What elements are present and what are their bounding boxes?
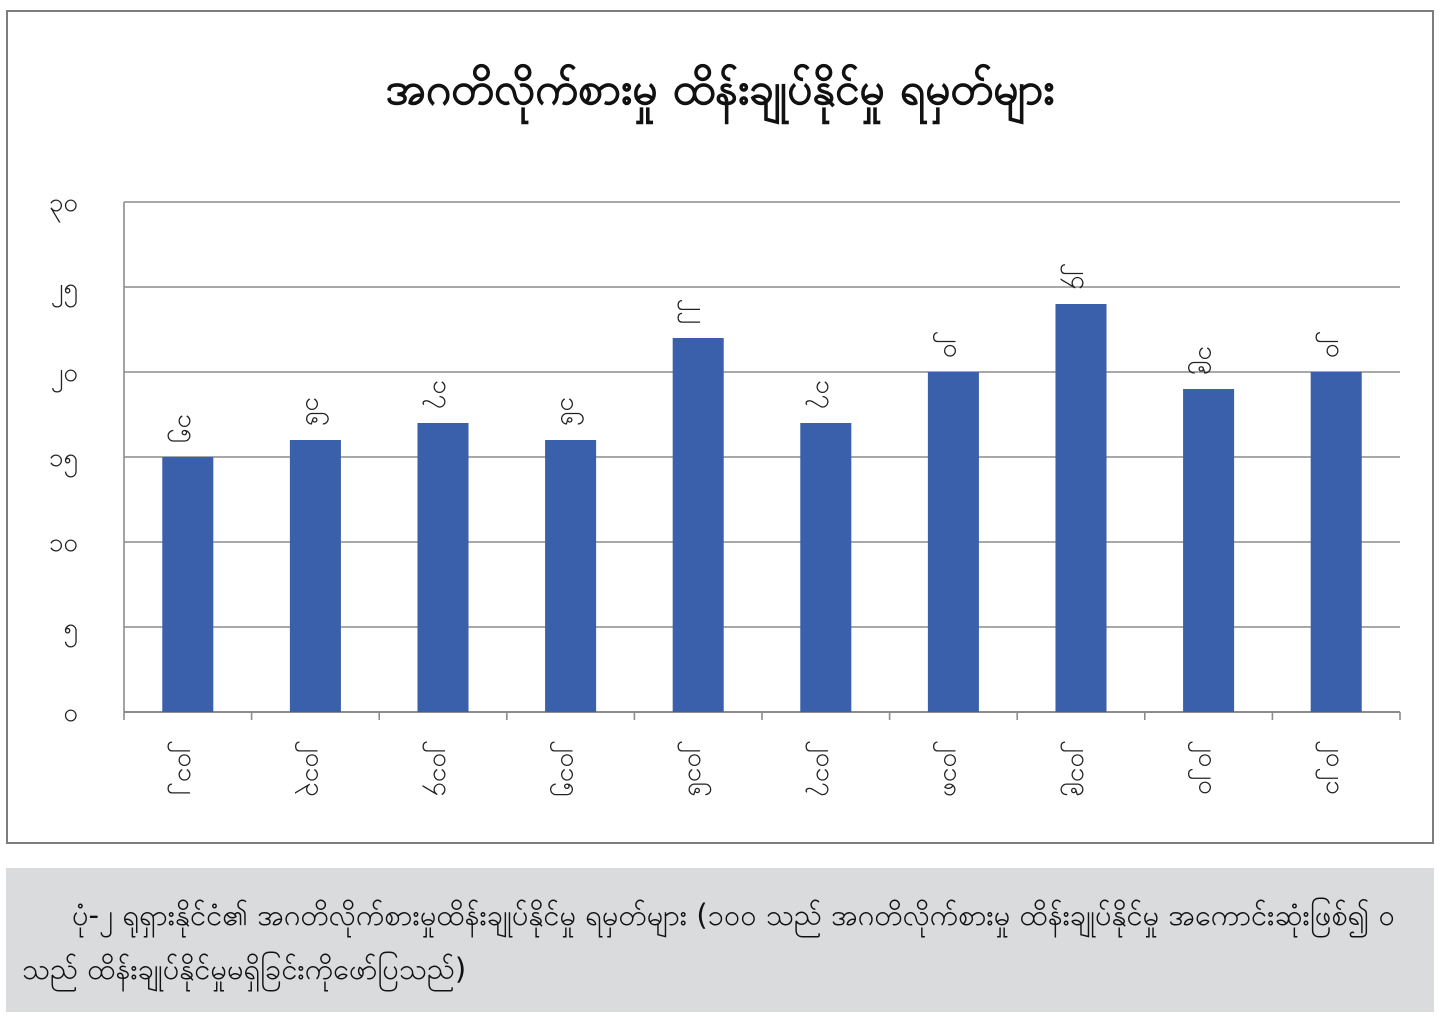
y-tick-label: ၁၀	[49, 528, 79, 558]
data-label: ၂၂	[677, 298, 712, 324]
x-tick-label: ၂၀၁၈	[932, 740, 967, 797]
bar	[1310, 372, 1362, 712]
figure-caption-box: ပုံ-၂ ရုရှားနိုင်ငံ၏ အဂတိလိုက်စားမှုထိန်…	[6, 868, 1434, 1012]
bar	[1183, 389, 1235, 712]
bar	[417, 423, 469, 712]
x-tick-label: ၂၀၁၂	[167, 740, 202, 795]
bar	[927, 372, 979, 712]
y-tick-label: ၂၀	[51, 358, 79, 393]
chart-frame: အဂတိလိုက်စားမှု ထိန်းချုပ်နိုင်မှု ရမှတ်…	[6, 10, 1434, 844]
bars	[162, 304, 1362, 712]
y-tick-label: ၃၀	[49, 188, 79, 223]
x-tick-label: ၂၀၁၆	[677, 740, 714, 797]
data-label: ၁၇	[805, 380, 840, 410]
x-tick-label: ၂၀၁၇	[805, 740, 840, 797]
x-tick-label: ၂၀၂၁	[1315, 740, 1350, 795]
bar	[800, 423, 852, 712]
data-label: ၁၅	[167, 414, 202, 444]
bar-chart: အဂတိလိုက်စားမှု ထိန်းချုပ်နိုင်မှု ရမှတ်…	[49, 64, 1401, 797]
x-tick-label: ၂၀၁၅	[550, 740, 585, 797]
y-tick-label: ၁၅	[49, 443, 79, 478]
y-axis-ticks: ၀ ၅ ၁၀ ၁၅ ၂၀ ၂၅ ၃၀	[49, 188, 79, 728]
y-tick-label: ၀	[63, 698, 78, 728]
bar	[162, 457, 214, 712]
x-tick-label: ၂၀၂၀	[1188, 740, 1223, 795]
data-label: ၁၉	[1188, 346, 1223, 376]
data-label: ၁၇	[422, 380, 457, 410]
bar	[672, 338, 724, 712]
x-tick-label: ၂၀၁၄	[422, 740, 457, 797]
data-label: ၂၄	[1060, 263, 1095, 290]
x-tick-label: ၂၀၁၃	[294, 740, 329, 797]
y-tick-label: ၅	[63, 613, 78, 648]
chart-title: အဂတိလိုက်စားမှု ထိန်းချုပ်နိုင်မှု ရမှတ်…	[386, 64, 1055, 126]
bar	[289, 440, 341, 712]
data-label: ၂၀	[932, 331, 967, 359]
figure-caption: ပုံ-၂ ရုရှားနိုင်ငံ၏ အဂတိလိုက်စားမှုထိန်…	[22, 898, 1395, 986]
bar	[1055, 304, 1107, 712]
x-axis-ticks: ၂၀၁၂ ၂၀၁၃ ၂၀၁၄ ၂၀၁၅ ၂၀၁၆ ၂၀၁၇ ၂၀၁၈ ၂၀၁၉ ၂၀၂၀ ၂၀၂၁	[167, 740, 1350, 797]
bar	[545, 440, 597, 712]
data-label: ၁၆	[299, 397, 331, 427]
data-label: ၁၆	[555, 397, 587, 427]
x-tick-label: ၂၀၁၉	[1060, 740, 1095, 797]
y-tick-label: ၂၅	[51, 273, 79, 308]
data-label: ၂၀	[1315, 331, 1350, 359]
